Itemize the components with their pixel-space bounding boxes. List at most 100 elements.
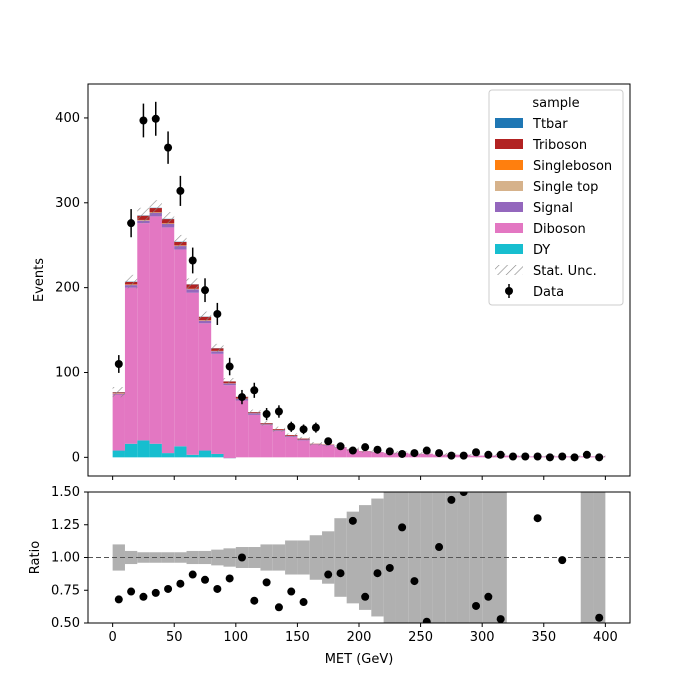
ratio-point bbox=[151, 588, 160, 597]
ratio-unc-segment bbox=[457, 492, 470, 623]
bar-segment bbox=[359, 451, 372, 458]
data-point bbox=[545, 453, 554, 462]
bar-segment bbox=[334, 448, 347, 458]
x-tick-label: 300 bbox=[470, 630, 495, 645]
ratio-y-tick-label: 0.50 bbox=[51, 616, 80, 631]
ratio-plot-area: 0.50 0.75 1.00 1.25 1.50 0 50 100 150 200 250 300 35… bbox=[28, 485, 631, 667]
bar-segment bbox=[420, 453, 433, 458]
data-point bbox=[213, 309, 222, 318]
ratio-point bbox=[176, 579, 185, 588]
stat-unc-segment bbox=[260, 420, 273, 426]
ratio-plot-content bbox=[88, 492, 630, 623]
data-point bbox=[188, 256, 197, 265]
bar-segment bbox=[112, 450, 125, 458]
data-point bbox=[385, 447, 394, 456]
stat-unc-segment bbox=[161, 212, 175, 226]
ratio-unc-segment bbox=[432, 492, 446, 623]
stat-unc-segment bbox=[248, 409, 261, 415]
bar-segment bbox=[198, 320, 212, 324]
data-point bbox=[422, 446, 431, 455]
y-axis-label: Events bbox=[32, 258, 47, 302]
ratio-point bbox=[447, 495, 456, 504]
ratio-unc-segment bbox=[408, 492, 421, 623]
ratio-y-tick-label: 0.75 bbox=[51, 583, 80, 598]
bar-segment bbox=[137, 440, 150, 458]
ratio-point bbox=[139, 592, 148, 601]
bar-segment bbox=[186, 454, 199, 458]
stack-diboson bbox=[112, 216, 606, 459]
data-point bbox=[373, 445, 382, 454]
data-point bbox=[151, 114, 160, 123]
ratio-point bbox=[201, 575, 210, 584]
bar-segment bbox=[223, 385, 236, 459]
ratio-point bbox=[274, 603, 283, 612]
ratio-unc-segment bbox=[593, 492, 606, 623]
data-point bbox=[582, 450, 591, 459]
ratio-unc-segment bbox=[297, 540, 310, 575]
data-point bbox=[311, 423, 320, 432]
ratio-point bbox=[287, 587, 296, 596]
data-point bbox=[558, 452, 567, 461]
ratio-point bbox=[558, 556, 567, 565]
legend-label-single-top: Single top bbox=[533, 180, 598, 195]
bar-segment bbox=[112, 394, 125, 451]
bar-segment bbox=[371, 452, 384, 458]
bar-segment bbox=[149, 216, 162, 444]
stat-unc-segment bbox=[309, 442, 323, 446]
stat-unc-segment bbox=[272, 426, 286, 432]
data-point bbox=[496, 450, 505, 459]
x-tick-label: 200 bbox=[347, 630, 372, 645]
data-point bbox=[348, 446, 357, 455]
ratio-unc-segment bbox=[198, 550, 212, 565]
data-points bbox=[114, 101, 604, 462]
stat-unc-segment bbox=[198, 311, 212, 322]
data-point bbox=[164, 143, 173, 152]
x-tick-label: 150 bbox=[285, 630, 310, 645]
legend-swatch-single-top bbox=[495, 181, 523, 191]
data-point bbox=[201, 286, 210, 295]
ratio-point bbox=[496, 615, 505, 623]
ratio-point bbox=[262, 578, 271, 587]
bar-segment bbox=[124, 287, 138, 444]
legend: sample Ttbar Triboson Singleboson Single top… bbox=[488, 89, 624, 306]
ratio-y-axis-label: Ratio bbox=[28, 541, 43, 574]
data-point bbox=[459, 451, 468, 460]
data-point bbox=[361, 443, 370, 452]
bar-segment bbox=[211, 453, 224, 458]
main-plot-area: 0 100 200 300 400 Events bbox=[32, 83, 631, 480]
data-point bbox=[484, 450, 493, 459]
bar-segment bbox=[161, 227, 175, 454]
bar-segment bbox=[137, 223, 150, 441]
y-tick-label: 200 bbox=[55, 281, 80, 296]
data-point bbox=[274, 407, 283, 416]
legend-swatch-dy bbox=[495, 244, 523, 254]
y-tick-label: 0 bbox=[72, 450, 80, 465]
bar-segment bbox=[260, 425, 273, 458]
ratio-point bbox=[188, 570, 197, 579]
ratio-point bbox=[410, 577, 419, 586]
stat-unc-segment bbox=[211, 343, 224, 353]
data-point bbox=[570, 453, 579, 462]
ratio-point bbox=[225, 574, 234, 583]
ratio-unc-segment bbox=[359, 505, 372, 610]
legend-label-signal: Signal bbox=[533, 201, 573, 216]
data-point bbox=[533, 452, 542, 461]
ratio-unc-segment bbox=[248, 547, 261, 568]
ratio-point bbox=[114, 595, 123, 604]
bar-segment bbox=[198, 323, 212, 451]
data-point bbox=[336, 442, 345, 451]
y-tick-label: 300 bbox=[55, 196, 80, 211]
ratio-point bbox=[336, 569, 345, 578]
ratio-unc-segment bbox=[383, 492, 396, 623]
y-tick-label: 400 bbox=[55, 111, 80, 126]
legend-label-data: Data bbox=[533, 285, 564, 300]
bar-segment bbox=[161, 224, 175, 228]
data-point bbox=[324, 437, 333, 446]
data-point bbox=[225, 362, 234, 371]
legend-swatch-ttbar bbox=[495, 118, 523, 128]
data-point bbox=[287, 422, 296, 431]
data-point bbox=[114, 360, 123, 368]
x-axis-label: MET (GeV) bbox=[325, 652, 394, 667]
data-point bbox=[521, 452, 530, 461]
ratio-point bbox=[237, 553, 246, 562]
